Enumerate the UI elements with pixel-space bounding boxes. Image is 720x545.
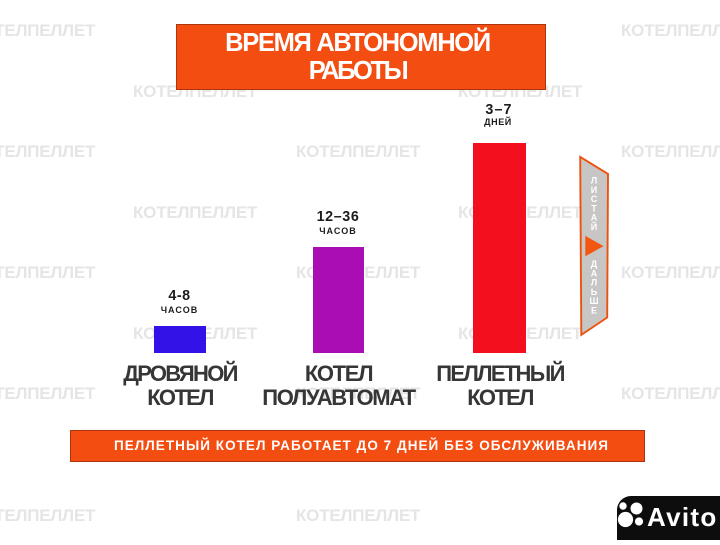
svg-text:С: С	[591, 194, 598, 204]
svg-text:Й: Й	[591, 221, 597, 232]
svg-text:Л: Л	[591, 176, 597, 186]
svg-text:Е: Е	[591, 306, 597, 316]
svg-text:Avito: Avito	[647, 502, 718, 532]
svg-text:Ь: Ь	[591, 287, 598, 297]
svg-text:Л: Л	[591, 278, 597, 288]
svg-text:И: И	[591, 185, 597, 195]
svg-text:А: А	[591, 213, 598, 223]
svg-text:Ш: Ш	[589, 296, 598, 306]
svg-text:Д: Д	[591, 259, 598, 269]
svg-text:Т: Т	[591, 203, 597, 213]
svg-text:А: А	[591, 268, 598, 278]
